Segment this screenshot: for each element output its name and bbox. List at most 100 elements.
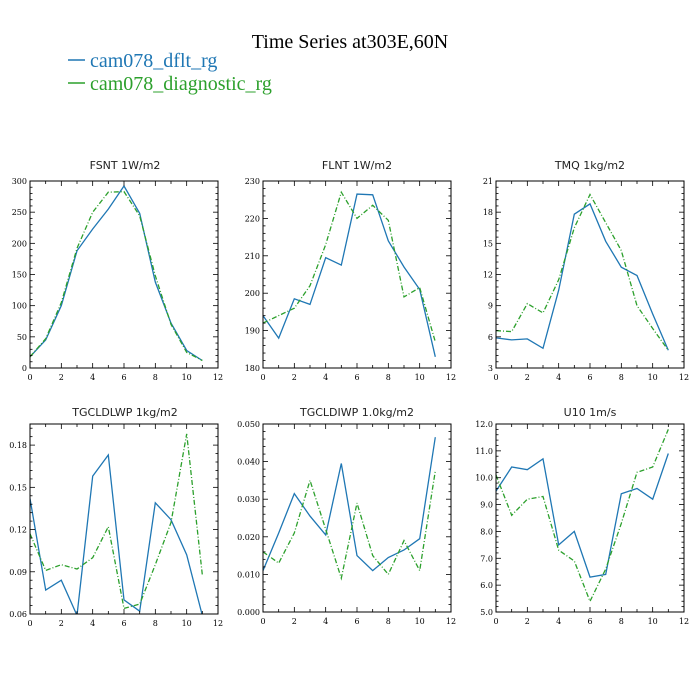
panel-tgcldiwp: TGCLDIWP 1.0kg/m2 0 2 4 6 8 10 12 0.000 0.010 0.0… [237,406,456,626]
y-tick-label: 150 [12,271,27,280]
y-tick-label: 0.050 [237,420,260,429]
y-tick-label: 9 [488,302,493,311]
series-line-1 [496,429,669,603]
panel-tmq: TMQ 1kg/m2 0 2 4 6 8 10 12 3 6 9 12 15 18 21 [483,159,689,382]
plot-frame [29,180,219,369]
x-tick-label: 4 [90,619,95,628]
series-line-1 [30,433,203,610]
x-tick-label: 6 [587,373,592,382]
y-tick-label: 3 [488,364,493,373]
x-tick-label: 0 [493,373,498,382]
x-tick-label: 8 [386,617,391,626]
y-tick-label: 0.09 [9,568,27,577]
y-tick-label: 0.020 [237,533,260,542]
series-line-1 [496,193,669,351]
x-tick-label: 4 [90,373,95,382]
y-tick-label: 210 [245,252,260,261]
x-tick-label: 10 [182,619,192,628]
panel-title: FLNT 1W/m2 [322,159,392,172]
y-tick-label: 7.0 [480,554,493,563]
plot-frame [495,423,685,613]
panel-title: U10 1m/s [564,406,617,419]
y-tick-label: 0.12 [9,526,27,535]
y-tick-label: 6 [488,333,493,342]
series-line-0 [263,437,436,572]
y-tick-label: 9.0 [480,501,493,510]
x-tick-label: 12 [213,373,223,382]
x-tick-label: 2 [525,617,530,626]
series-line-1 [263,190,436,342]
x-tick-label: 10 [648,373,658,382]
x-tick-label: 6 [121,619,126,628]
y-tick-label: 190 [245,327,260,336]
y-tick-label: 0.000 [237,608,260,617]
x-tick-label: 6 [587,617,592,626]
x-tick-label: 0 [493,617,498,626]
y-tick-label: 6.0 [480,581,493,590]
x-tick-label: 12 [679,617,689,626]
legend: cam078_dflt_rg cam078_diagnostic_rg [68,50,272,95]
panel-flnt: FLNT 1W/m2 0 2 4 6 8 10 12 180 190 200 210 220 230 [245,159,456,382]
x-tick-label: 4 [556,373,561,382]
y-tick-label: 300 [12,177,27,186]
y-tick-label: 0.06 [9,610,27,619]
x-tick-label: 8 [153,373,158,382]
panel-title: TGCLDLWP 1kg/m2 [71,406,177,419]
x-tick-label: 10 [415,373,425,382]
series-line-0 [496,202,669,351]
x-tick-label: 0 [27,373,32,382]
x-tick-label: 2 [525,373,530,382]
plot-frame [29,423,219,615]
series-line-1 [263,470,436,581]
y-tick-label: 50 [17,333,27,342]
x-tick-label: 10 [648,617,658,626]
panel-u10: U10 1m/s 0 2 4 6 8 10 12 5.0 6.0 7.0 8.0 9.0 10.0 11.… [475,406,689,626]
panel-tgcldlwp: TGCLDLWP 1kg/m2 0 2 4 6 8 10 12 0.06 0.09 0.12 0.1… [9,406,223,628]
panel-title: FSNT 1W/m2 [90,159,161,172]
series-line-0 [30,184,203,362]
x-tick-label: 6 [354,617,359,626]
x-tick-label: 10 [415,617,425,626]
x-tick-label: 2 [59,619,64,628]
series-line-0 [496,453,669,578]
y-tick-label: 0.030 [237,495,260,504]
x-tick-label: 2 [292,617,297,626]
y-tick-label: 0.010 [237,570,260,579]
y-tick-label: 250 [12,208,27,217]
x-tick-label: 8 [619,617,624,626]
x-tick-label: 6 [121,373,126,382]
figure-title: Time Series at303E,60N [252,31,448,53]
y-tick-label: 100 [12,302,27,311]
x-tick-label: 12 [679,373,689,382]
x-tick-label: 8 [386,373,391,382]
panel-title: TMQ 1kg/m2 [554,159,625,172]
y-tick-label: 220 [245,214,260,223]
y-tick-label: 11.0 [475,447,493,456]
x-tick-label: 8 [619,373,624,382]
legend-label-0: cam078_dflt_rg [90,50,217,72]
y-tick-label: 12 [483,271,493,280]
series-line-1 [30,190,203,362]
x-tick-label: 0 [260,617,265,626]
plot-frame [262,180,452,369]
panel-fsnt: FSNT 1W/m2 0 2 4 6 8 10 12 0 50 100 150 200 250 300 [12,159,223,382]
x-tick-label: 4 [323,373,328,382]
x-tick-label: 2 [292,373,297,382]
x-tick-label: 10 [182,373,192,382]
y-tick-label: 5.0 [480,608,493,617]
y-tick-label: 230 [245,177,260,186]
x-tick-label: 6 [354,373,359,382]
y-tick-label: 0 [22,364,27,373]
x-tick-label: 12 [446,617,456,626]
y-tick-label: 12.0 [475,420,493,429]
legend-label-1: cam078_diagnostic_rg [90,73,272,95]
y-tick-label: 18 [483,208,493,217]
x-tick-label: 12 [446,373,456,382]
x-tick-label: 4 [323,617,328,626]
y-tick-label: 15 [483,239,493,248]
y-tick-label: 0.040 [237,458,260,467]
x-tick-label: 0 [27,619,32,628]
x-tick-label: 4 [556,617,561,626]
plot-frame [495,180,685,369]
